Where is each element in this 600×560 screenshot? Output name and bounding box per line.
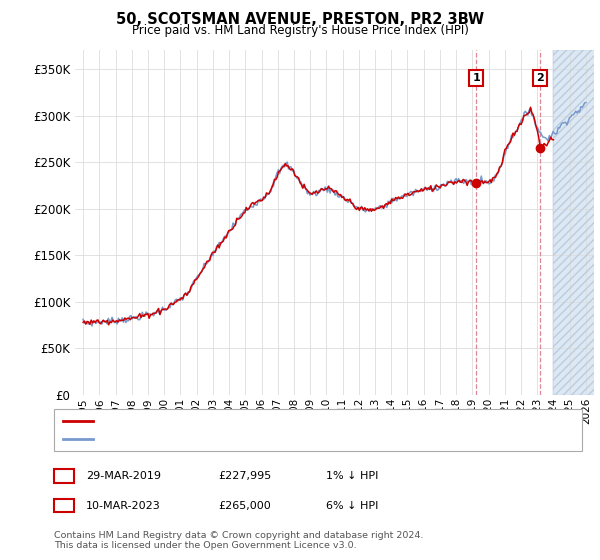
Text: 6% ↓ HPI: 6% ↓ HPI xyxy=(326,501,378,511)
Text: 2: 2 xyxy=(536,73,544,83)
Text: 1: 1 xyxy=(60,471,68,481)
Text: 50, SCOTSMAN AVENUE, PRESTON, PR2 3BW: 50, SCOTSMAN AVENUE, PRESTON, PR2 3BW xyxy=(116,12,484,27)
Bar xyxy=(553,50,600,395)
Text: 50, SCOTSMAN AVENUE, PRESTON, PR2 3BW (detached house): 50, SCOTSMAN AVENUE, PRESTON, PR2 3BW (d… xyxy=(99,416,444,426)
Text: Price paid vs. HM Land Registry's House Price Index (HPI): Price paid vs. HM Land Registry's House … xyxy=(131,24,469,36)
Text: 1% ↓ HPI: 1% ↓ HPI xyxy=(326,471,378,481)
Text: 1: 1 xyxy=(472,73,480,83)
Text: HPI: Average price, detached house, Preston: HPI: Average price, detached house, Pres… xyxy=(99,434,343,444)
Text: Contains HM Land Registry data © Crown copyright and database right 2024.
This d: Contains HM Land Registry data © Crown c… xyxy=(54,531,424,550)
Text: 2: 2 xyxy=(60,501,68,511)
Text: 10-MAR-2023: 10-MAR-2023 xyxy=(86,501,161,511)
Text: £265,000: £265,000 xyxy=(218,501,271,511)
Text: 29-MAR-2019: 29-MAR-2019 xyxy=(86,471,161,481)
Bar xyxy=(553,50,600,395)
Text: £227,995: £227,995 xyxy=(218,471,271,481)
